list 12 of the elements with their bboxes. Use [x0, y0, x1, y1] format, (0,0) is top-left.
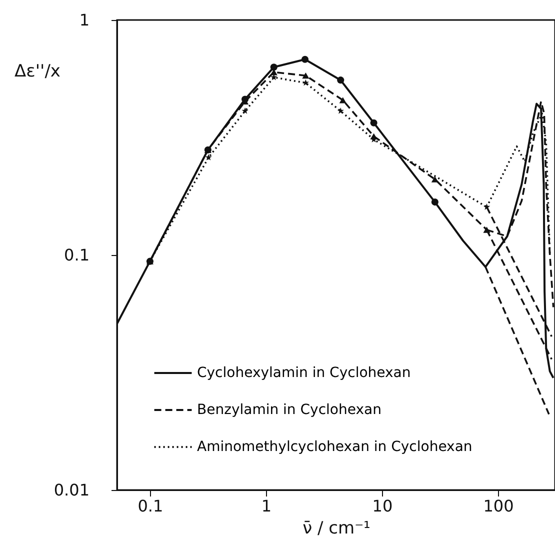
y-axis-title: Δε''/x: [14, 62, 60, 82]
y-tick-label: 0.01: [54, 480, 90, 500]
y-tick-label: 1: [79, 10, 90, 30]
x-tick-label: 10: [372, 496, 393, 516]
x-axis-title: ν̄ / cm⁻¹: [302, 518, 370, 538]
legend-label: Benzylamin in Cyclohexan: [197, 402, 382, 418]
legend-label: Aminomethylcyclohexan in Cyclohexan: [197, 439, 472, 455]
x-tick-label: 1: [261, 496, 272, 516]
x-tick-label: 100: [483, 496, 514, 516]
x-tick-label: 0.1: [138, 496, 164, 516]
y-tick-label: 0.1: [64, 246, 90, 264]
legend-label: Cyclohexylamin in Cyclohexan: [197, 365, 411, 381]
